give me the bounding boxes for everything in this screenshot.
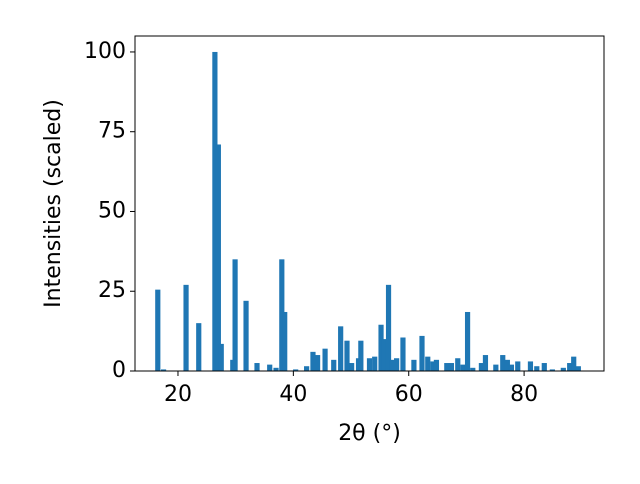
bar bbox=[183, 284, 189, 371]
bar bbox=[155, 289, 161, 371]
bar bbox=[366, 358, 373, 371]
bar bbox=[504, 359, 510, 371]
bar bbox=[419, 335, 425, 371]
bar bbox=[372, 356, 378, 371]
x-tick-label: 40 bbox=[279, 382, 307, 407]
bar bbox=[448, 363, 455, 371]
bar bbox=[534, 366, 540, 371]
bar bbox=[232, 259, 238, 371]
bar bbox=[322, 348, 328, 371]
bar bbox=[389, 359, 396, 371]
bar bbox=[470, 367, 476, 371]
bar bbox=[425, 356, 431, 371]
bar bbox=[378, 324, 384, 371]
bar bbox=[304, 366, 310, 371]
x-tick-label: 60 bbox=[395, 382, 423, 407]
bar bbox=[344, 340, 350, 371]
bar bbox=[338, 326, 344, 371]
bar bbox=[349, 363, 355, 371]
bar bbox=[243, 300, 249, 371]
bar bbox=[196, 323, 202, 371]
bar bbox=[381, 339, 388, 371]
y-tick-label: 0 bbox=[112, 358, 126, 383]
bar bbox=[571, 356, 577, 371]
bar bbox=[464, 311, 471, 371]
x-tick-label: 20 bbox=[164, 382, 192, 407]
bar bbox=[358, 340, 364, 371]
bar bbox=[527, 361, 534, 371]
bar bbox=[411, 359, 417, 371]
x-tick-label: 80 bbox=[510, 382, 538, 407]
bar bbox=[444, 363, 450, 371]
bar bbox=[254, 363, 260, 371]
bar bbox=[218, 343, 224, 371]
bar bbox=[212, 51, 218, 371]
bar bbox=[314, 355, 321, 371]
bar bbox=[575, 366, 581, 371]
bar bbox=[310, 351, 316, 371]
bar bbox=[433, 359, 440, 371]
bar bbox=[293, 369, 299, 371]
bar bbox=[567, 363, 573, 371]
bar bbox=[549, 369, 555, 371]
bar bbox=[460, 364, 466, 371]
bar bbox=[279, 259, 285, 371]
bar bbox=[273, 367, 279, 371]
bar bbox=[455, 358, 461, 371]
bar bbox=[400, 337, 406, 371]
y-axis-label: Intensities (scaled) bbox=[41, 99, 66, 308]
y-tick-label: 100 bbox=[84, 39, 126, 64]
bar bbox=[500, 355, 506, 371]
x-axis-label: 2θ (°) bbox=[338, 421, 401, 446]
plot-frame bbox=[134, 35, 605, 372]
bar bbox=[560, 367, 566, 371]
bar bbox=[482, 355, 489, 371]
y-tick-label: 75 bbox=[98, 119, 126, 144]
bar bbox=[430, 361, 436, 371]
bar bbox=[493, 364, 499, 371]
bar bbox=[394, 358, 400, 371]
bar bbox=[282, 311, 288, 371]
bar bbox=[541, 363, 547, 371]
bar bbox=[160, 369, 167, 371]
bar bbox=[267, 364, 273, 371]
bar bbox=[478, 363, 485, 371]
y-tick-label: 25 bbox=[98, 278, 126, 303]
bar bbox=[515, 361, 521, 371]
bar bbox=[385, 284, 392, 371]
bar bbox=[508, 364, 515, 371]
y-tick-label: 50 bbox=[98, 198, 126, 223]
bar bbox=[331, 359, 337, 371]
bar bbox=[215, 144, 221, 371]
